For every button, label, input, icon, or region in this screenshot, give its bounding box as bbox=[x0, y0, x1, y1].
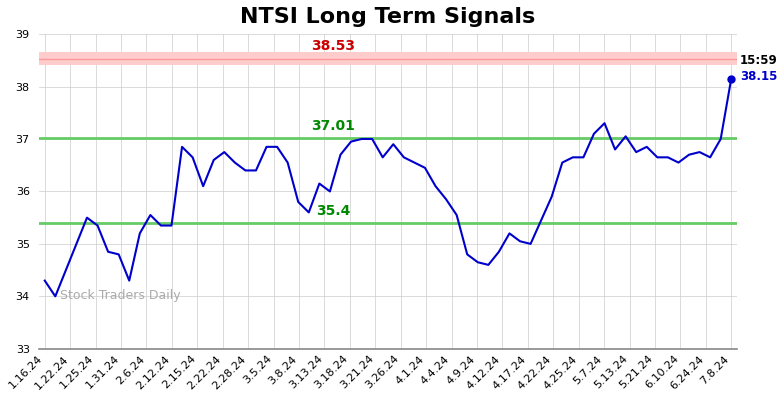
Text: 37.01: 37.01 bbox=[311, 119, 355, 133]
Text: 35.4: 35.4 bbox=[316, 204, 350, 218]
Title: NTSI Long Term Signals: NTSI Long Term Signals bbox=[241, 7, 535, 27]
Text: 15:59: 15:59 bbox=[740, 54, 778, 67]
Text: 38.53: 38.53 bbox=[311, 39, 355, 53]
Bar bbox=[39, 53, 736, 65]
Text: Stock Traders Daily: Stock Traders Daily bbox=[60, 289, 181, 302]
Text: 38.15: 38.15 bbox=[740, 70, 777, 82]
